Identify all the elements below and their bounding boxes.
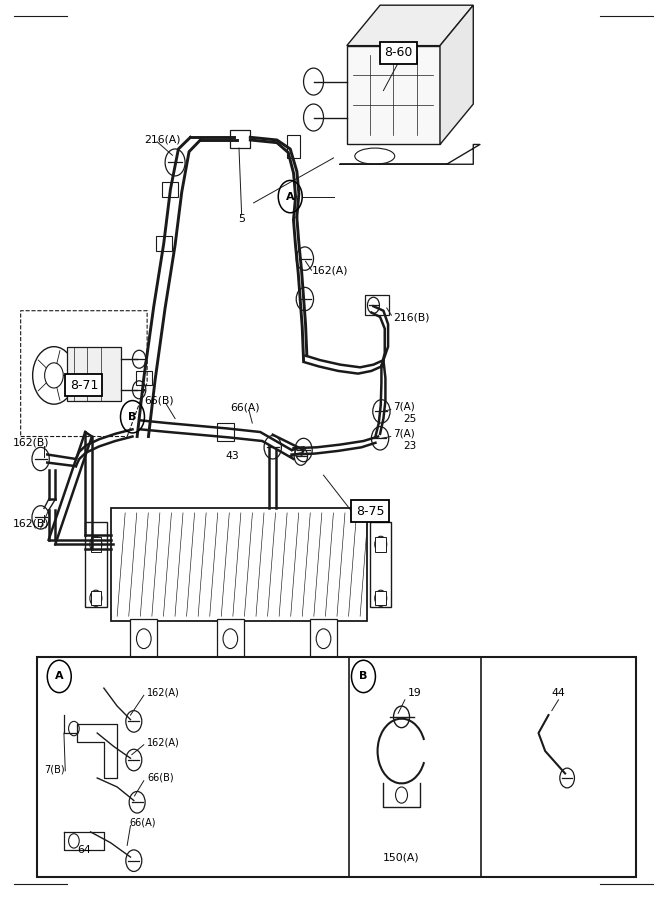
Polygon shape bbox=[440, 5, 474, 145]
Text: 162(A): 162(A) bbox=[147, 737, 180, 747]
Bar bbox=[347, 46, 440, 145]
Bar bbox=[310, 619, 337, 659]
Text: 162(B): 162(B) bbox=[13, 518, 49, 528]
Bar bbox=[287, 136, 300, 158]
Text: 25: 25 bbox=[404, 413, 417, 424]
Bar bbox=[376, 537, 386, 552]
Bar bbox=[85, 522, 107, 608]
Text: 150(A): 150(A) bbox=[384, 852, 420, 862]
Text: 66(A): 66(A) bbox=[129, 818, 155, 828]
Text: 7(A): 7(A) bbox=[394, 428, 415, 439]
Text: 7(A): 7(A) bbox=[394, 402, 415, 412]
Ellipse shape bbox=[355, 148, 395, 164]
Text: 5: 5 bbox=[238, 214, 245, 224]
Bar bbox=[163, 182, 178, 196]
Text: A: A bbox=[286, 192, 295, 202]
Bar bbox=[217, 619, 243, 659]
Text: 8-60: 8-60 bbox=[385, 46, 413, 59]
Text: 216(B): 216(B) bbox=[394, 313, 430, 323]
Text: 44: 44 bbox=[552, 688, 566, 698]
Polygon shape bbox=[347, 5, 474, 46]
Text: 162(A): 162(A) bbox=[312, 266, 349, 275]
Text: B: B bbox=[128, 412, 137, 422]
Bar bbox=[370, 522, 392, 608]
Text: 23: 23 bbox=[404, 440, 417, 451]
Text: 66(B): 66(B) bbox=[144, 396, 173, 406]
Text: 162(B): 162(B) bbox=[13, 437, 49, 448]
Bar bbox=[131, 619, 157, 659]
Text: 66(B): 66(B) bbox=[147, 773, 174, 783]
Text: 216(A): 216(A) bbox=[144, 135, 180, 145]
Bar bbox=[156, 236, 172, 250]
Text: 8-71: 8-71 bbox=[70, 379, 98, 392]
Bar bbox=[91, 591, 101, 606]
Bar bbox=[230, 130, 250, 148]
Bar bbox=[217, 423, 233, 441]
Text: 162(A): 162(A) bbox=[147, 688, 180, 698]
Text: 7(B): 7(B) bbox=[44, 764, 65, 774]
Bar bbox=[376, 591, 386, 606]
Text: 19: 19 bbox=[408, 688, 422, 698]
Bar bbox=[67, 346, 121, 400]
Text: 43: 43 bbox=[225, 451, 239, 462]
Bar bbox=[111, 508, 367, 621]
Text: B: B bbox=[360, 671, 368, 681]
Bar bbox=[136, 371, 152, 385]
Text: 8-75: 8-75 bbox=[356, 505, 384, 518]
Bar bbox=[91, 537, 101, 552]
Text: 64: 64 bbox=[77, 845, 91, 855]
Bar bbox=[366, 295, 389, 315]
Text: A: A bbox=[55, 671, 63, 681]
Text: 66(A): 66(A) bbox=[230, 403, 260, 413]
Bar bbox=[37, 657, 636, 877]
